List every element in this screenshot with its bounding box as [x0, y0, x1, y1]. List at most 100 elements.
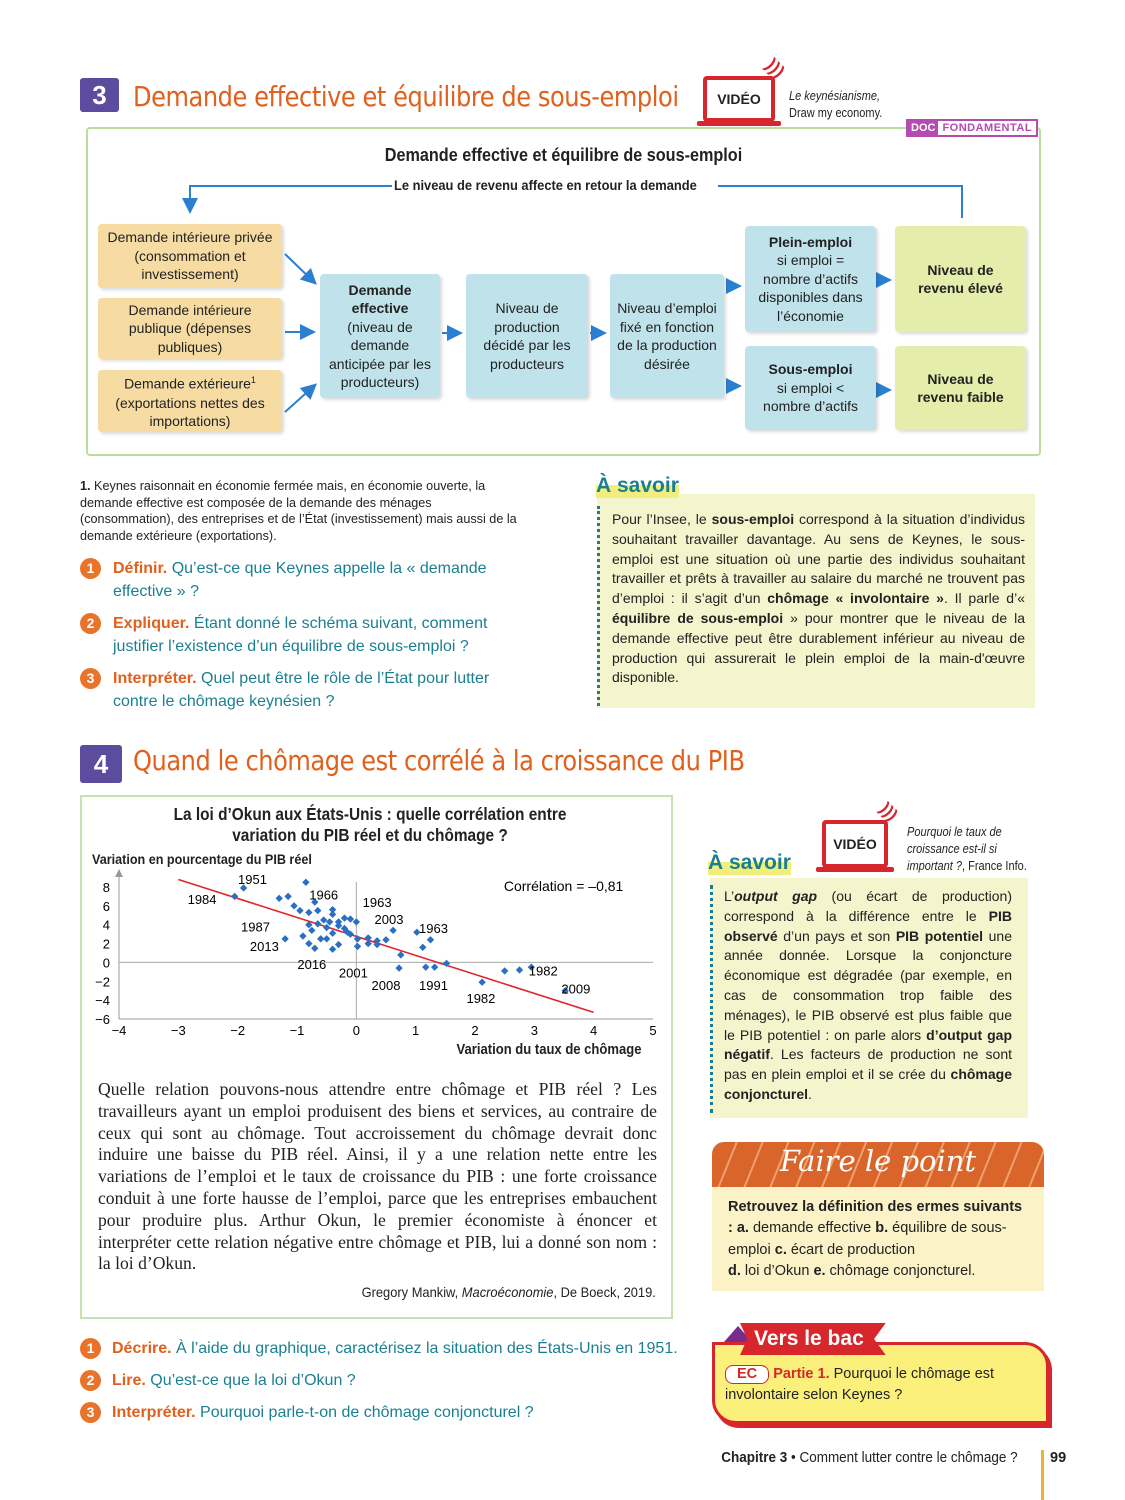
point-label: 2009: [561, 982, 590, 997]
question-2: Lire. Qu’est-ce que la loi d’Okun ?: [112, 1372, 356, 1389]
data-point: [364, 939, 372, 948]
data-point: [353, 942, 362, 951]
x-tick-label: 0: [353, 1023, 360, 1038]
y-tick-label: −6: [95, 1012, 110, 1027]
chart-title: La loi d’Okun aux États-Unis : quelle co…: [173, 804, 567, 845]
data-point: [382, 936, 390, 944]
y-tick-label: 8: [103, 880, 110, 895]
box-external-demand: Demande extérieure1 (exportations nettes …: [98, 370, 282, 432]
y-tick-label: 2: [103, 937, 110, 952]
diagram-frame: [86, 127, 1041, 456]
a-savoir-title: À savoir: [708, 851, 791, 875]
point-label: 1982: [529, 964, 558, 979]
y-tick-label: −4: [95, 993, 110, 1008]
data-point: [419, 943, 427, 952]
data-point: [281, 935, 289, 943]
feedback-label: Le niveau de revenu affecte en retour la…: [394, 177, 697, 193]
data-point: [500, 967, 509, 975]
box-low-income: Niveau de revenu faible: [895, 346, 1026, 430]
video-label: VIDÉO: [703, 76, 775, 122]
ec-tag: EC: [725, 1365, 770, 1384]
badge-doc: DOC: [908, 121, 939, 135]
data-point: [328, 905, 337, 914]
data-point: [346, 930, 355, 938]
data-point: [305, 908, 313, 917]
a-savoir-box-doc4: L’output gap (ou écart de production) co…: [710, 878, 1028, 1118]
laptop-base: [816, 867, 894, 872]
x-tick-label: 4: [590, 1023, 597, 1038]
doc-number-badge: 3: [80, 78, 119, 112]
doc-number-badge: 4: [80, 745, 122, 783]
data-point: [299, 932, 307, 940]
data-point: [422, 963, 430, 971]
y-axis-arrow: [115, 869, 123, 877]
y-tick-label: 0: [103, 955, 110, 970]
y-axis-label: Variation en pourcentage du PIB réel: [92, 851, 312, 867]
point-label: 1951: [238, 872, 267, 887]
a-savoir-title: À savoir: [596, 474, 679, 498]
box-employment-level: Niveau d’emploi fixé en fonction de la p…: [610, 274, 724, 398]
doc-title: Demande effective et équilibre de sous-e…: [133, 80, 679, 113]
x-tick-label: 1: [412, 1023, 419, 1038]
data-point: [302, 878, 310, 886]
point-label: 2016: [297, 957, 326, 972]
question-3: Interpréter. Pourquoi parle-t-on de chôm…: [112, 1404, 534, 1421]
y-tick-label: 6: [103, 899, 110, 914]
data-point: [290, 902, 298, 910]
x-tick-label: 5: [649, 1023, 656, 1038]
dotted-rule: [710, 885, 713, 1113]
data-point: [314, 920, 322, 928]
chart-frame: [80, 795, 673, 1319]
video-title: Le keynésianisme,: [789, 89, 881, 103]
video-icon[interactable]: VIDÉO: [822, 820, 888, 868]
source: Gregory Mankiw, Macroéconomie, De Boeck,…: [361, 1284, 656, 1300]
point-label: 1966: [309, 887, 338, 902]
data-point: [328, 910, 337, 919]
faire-le-point-body: Retrouvez la définition des ermes suivan…: [712, 1187, 1044, 1291]
box-production-level: Niveau de production décidé par les prod…: [466, 274, 588, 398]
x-axis-label: Variation du taux de chômage: [456, 1042, 641, 1058]
x-tick-label: 2: [471, 1023, 478, 1038]
laptop-base: [697, 121, 781, 126]
doc-title: Quand le chômage est corrélé à la croiss…: [133, 744, 745, 777]
point-label: 1963: [363, 895, 392, 910]
data-point: [314, 906, 322, 915]
point-label: 2003: [375, 912, 404, 927]
footer-chapter: Chapitre 3 • Comment lutter contre le ch…: [721, 1450, 1018, 1466]
data-point: [317, 935, 325, 943]
data-point: [320, 916, 328, 924]
y-tick-label: 4: [103, 918, 110, 933]
y-tick-label: −2: [95, 974, 110, 989]
box-high-income: Niveau de revenu élevé: [895, 226, 1026, 332]
data-point: [325, 918, 334, 926]
dotted-rule: [597, 506, 600, 706]
question-2: Expliquer. Étant donné le schéma suivant…: [113, 615, 488, 655]
x-tick-label: −1: [290, 1023, 305, 1038]
data-point: [430, 963, 439, 971]
box-private-demand: Demande intérieure privée (consommation …: [98, 224, 282, 288]
question-number: 2: [80, 613, 101, 634]
data-point: [284, 892, 292, 901]
data-point: [397, 951, 405, 959]
data-point: [275, 894, 283, 902]
question-number: 1: [80, 1338, 101, 1359]
video-source: Draw my economy.: [789, 106, 883, 120]
body-text: Quelle relation pouvons-nous attendre en…: [98, 1079, 657, 1274]
data-point: [478, 978, 486, 986]
vers-le-bac-text: EC Partie 1. Pourquoi le chômage est inv…: [725, 1365, 995, 1403]
point-label: 1987: [241, 919, 270, 934]
data-point: [515, 966, 524, 974]
data-point: [308, 926, 316, 935]
box-public-demand: Demande intérieure publique (dépenses pu…: [98, 298, 282, 359]
data-point: [364, 934, 372, 942]
faire-le-point-header: [712, 1142, 1044, 1187]
point-label: 2008: [372, 978, 401, 993]
correlation-annotation: Corrélation = –0,81: [504, 878, 624, 894]
x-tick-label: −3: [171, 1023, 186, 1038]
data-point: [328, 929, 337, 937]
data-point: [352, 918, 361, 926]
data-point: [311, 944, 319, 952]
data-point: [340, 914, 349, 922]
data-point: [334, 921, 343, 930]
data-point: [389, 926, 397, 935]
